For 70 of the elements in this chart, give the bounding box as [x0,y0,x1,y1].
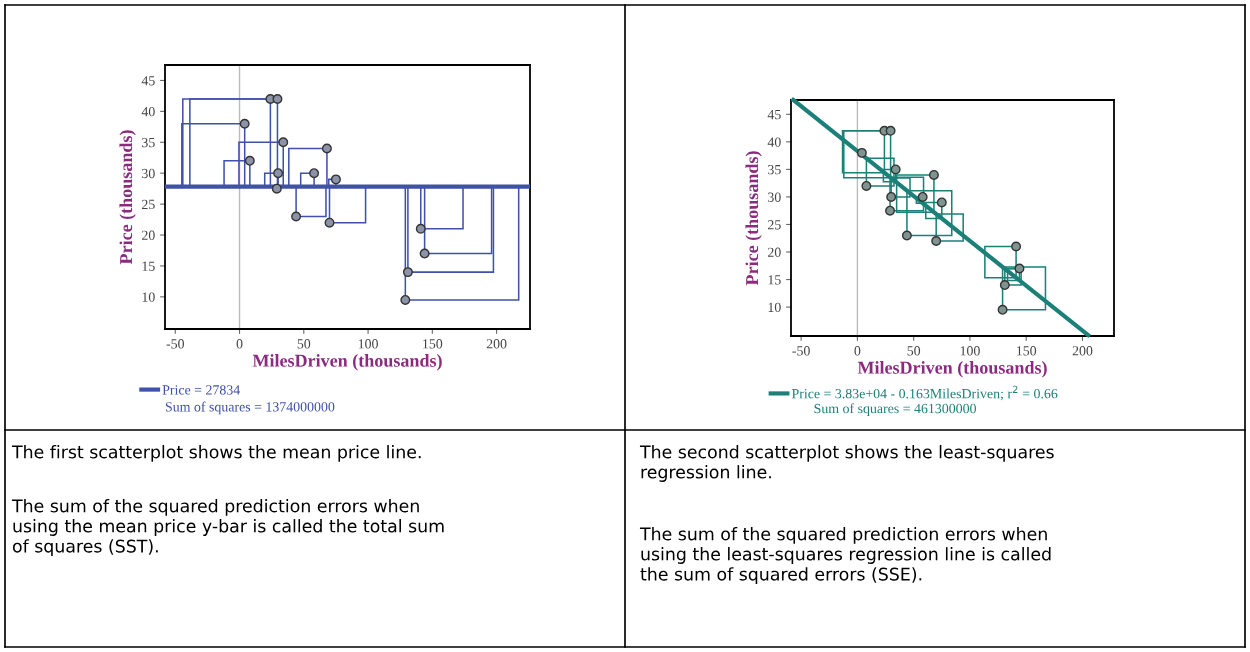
point [931,236,942,246]
text: Sum of squares = 1374000000 [165,401,335,415]
point [856,147,867,158]
point [273,168,284,179]
point [278,137,289,148]
point [936,197,947,208]
y-tick-label: 40 [141,106,155,117]
y-tick-label: 30 [142,168,155,179]
text: The sum of the squared prediction errors when using the least-squares regression line is called the sum of squared errors (SSE). [639,527,1051,584]
x-tick-label: 200 [486,339,507,349]
y-tick-label: 20 [768,247,781,257]
point [901,230,912,241]
point [861,180,872,191]
point [999,280,1010,291]
y-tick-label: 15 [142,261,155,271]
point [402,267,413,278]
text: The sum of the squared prediction errors when using the mean price y-bar is called the total sum of squares (SST). [11,499,444,556]
text: The second scatterplot shows the least-squares regression line. [639,445,1054,482]
point [400,294,411,305]
point [415,223,426,234]
point [885,125,896,136]
point [324,217,335,228]
text: Sum of squares = 461300000 [814,403,976,416]
y-tick-label: 25 [768,220,781,230]
y-tick-label: 10 [142,292,155,302]
point [321,143,332,154]
legend-label: Price = 27834 [162,385,241,395]
y-axis-title: Price (thousands) [119,130,136,265]
point [271,183,282,194]
x-axis-title: MilesDriven (thousands) [252,354,442,371]
y-tick-label: 15 [768,275,781,285]
point [239,118,250,129]
point [330,174,341,185]
y-tick-label: 10 [768,302,781,313]
point [890,164,901,175]
x-tick-label: 0 [854,346,861,356]
point [1011,241,1022,252]
x-tick-label: 50 [907,346,921,356]
x-tick-label: 200 [1072,346,1093,356]
point [309,168,320,179]
point [885,205,896,216]
point [291,211,302,222]
point [886,191,897,202]
point [419,248,430,259]
y-tick-label: 25 [142,199,155,210]
x-tick-label: 0 [236,339,243,349]
text: The first scatterplot shows the mean price line. [11,445,421,462]
x-axis-title: MilesDriven (thousands) [857,361,1047,378]
legend-label: Price = 3.83e+04 - 0.163MilesDriven; r$^{2}$ = 0.66 [791,385,1058,401]
x-tick-label: -50 [166,339,185,349]
y-tick-label: 30 [768,192,781,202]
y-tick-label: 45 [141,76,155,86]
x-tick-label: -50 [792,346,810,356]
y-tick-label: 35 [768,165,781,175]
x-tick-label: 50 [297,339,311,349]
point [928,169,939,180]
point [272,94,283,104]
point [997,304,1008,315]
y-tick-label: 40 [767,137,781,147]
y-tick-label: 45 [767,110,781,120]
y-axis-title: Price (thousands) [745,151,762,286]
x-tick-label: 100 [960,346,980,356]
point [1014,263,1025,274]
x-tick-label: 100 [358,339,378,349]
point [917,191,928,202]
y-tick-label: 35 [142,137,155,148]
y-tick-label: 20 [142,230,155,240]
x-tick-label: 150 [423,339,443,349]
x-tick-label: 150 [1017,346,1037,356]
point [244,155,255,166]
